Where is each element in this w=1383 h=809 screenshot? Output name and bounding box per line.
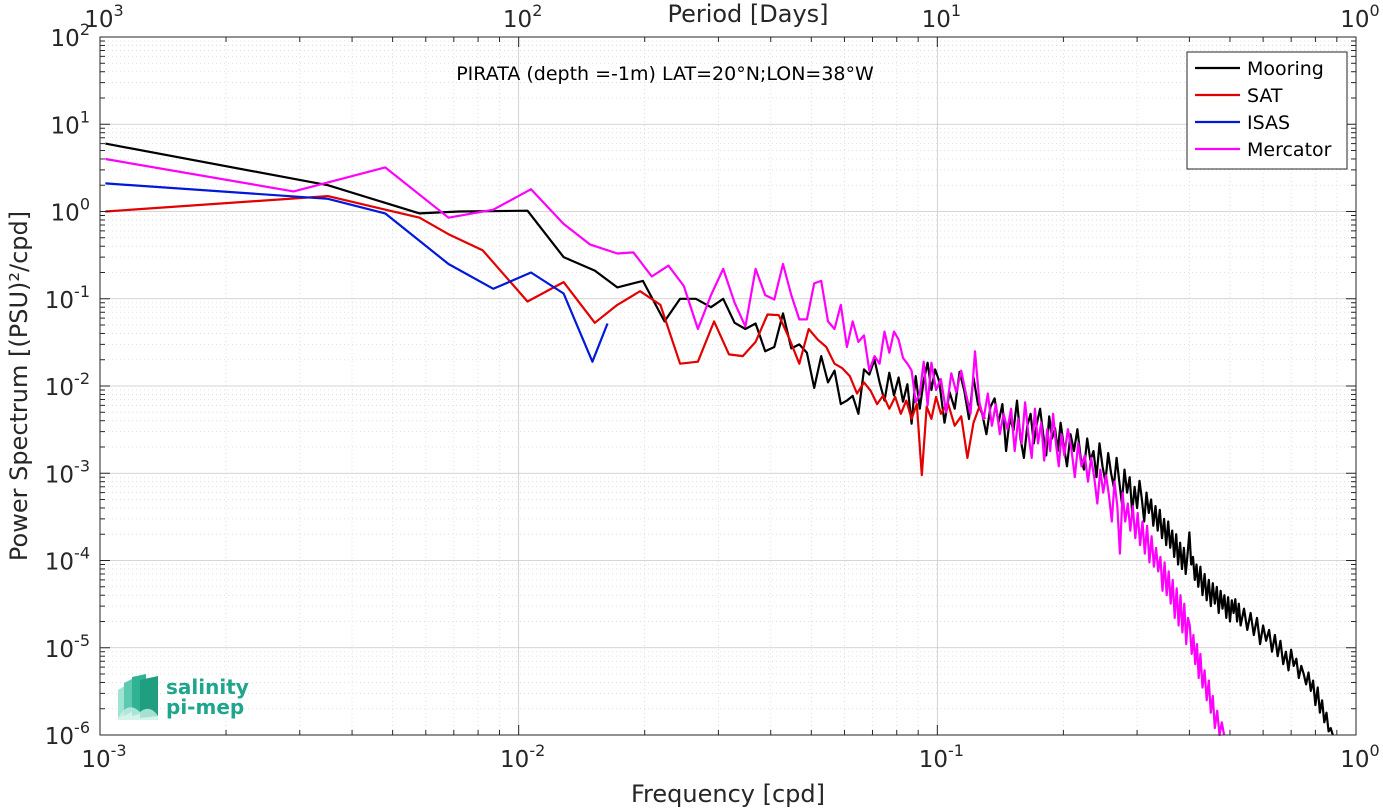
tick-marks (99, 36, 1357, 736)
top-x-tick-label: 101 (922, 1, 961, 33)
x-tick-labels: 10-3 10-2 10-1 100 (81, 741, 1379, 773)
series-line-sat (105, 195, 987, 477)
x-tick-label: 100 (1340, 741, 1379, 773)
series-layer (105, 142, 1334, 737)
series-line-mercator (105, 157, 1226, 737)
y-tick-labels: 102 101 100 10-1 10-2 10-3 10-4 10-5 10-6 (45, 20, 90, 750)
series-line-mooring (105, 142, 1334, 736)
y-tick-label: 10-1 (45, 282, 90, 314)
minor-grid (100, 37, 1356, 735)
legend-label-mercator: Mercator (1247, 139, 1332, 161)
y-tick-label: 10-4 (45, 544, 90, 576)
legend: Mooring SAT ISAS Mercator (1186, 51, 1348, 170)
series-line-isas (105, 182, 609, 363)
legend-label-mooring: Mooring (1247, 58, 1324, 80)
y-tick-label: 10-5 (45, 631, 90, 663)
logo-word-salinity: salinity (166, 675, 249, 699)
y-tick-label: 101 (51, 107, 90, 139)
y-tick-label: 10-3 (45, 456, 90, 488)
top-x-axis-label: Period [Days] (667, 0, 828, 28)
chart-annotation: PIRATA (depth =-1m) LAT=20°N;LON=38°W (456, 63, 874, 85)
logo-word-pi-mep: pi-mep (166, 695, 244, 719)
legend-label-isas: ISAS (1247, 112, 1290, 134)
top-x-tick-label: 103 (84, 1, 123, 33)
top-x-tick-labels: 103 102 101 100 (84, 1, 1379, 33)
logo-wave-5 (118, 707, 158, 720)
legend-items: Mooring SAT ISAS Mercator (1195, 58, 1332, 161)
logo-wave-4 (140, 676, 158, 718)
y-axis-label: Power Spectrum [(PSU)²/cpd] (5, 211, 33, 561)
legend-label-sat: SAT (1247, 85, 1283, 107)
x-tick-label: 10-3 (81, 741, 126, 773)
top-x-tick-label: 100 (1340, 1, 1379, 33)
y-tick-label: 10-6 (45, 718, 90, 750)
x-axis-label: Frequency [cpd] (631, 780, 825, 808)
salinity-pi-mep-logo: salinity pi-mep (118, 674, 249, 720)
y-tick-label: 100 (51, 195, 90, 227)
x-tick-label: 10-1 (919, 741, 964, 773)
top-x-tick-label: 102 (503, 1, 542, 33)
y-tick-label: 10-2 (45, 369, 90, 401)
y-tick-label: 102 (51, 20, 90, 52)
x-tick-label: 10-2 (500, 741, 545, 773)
